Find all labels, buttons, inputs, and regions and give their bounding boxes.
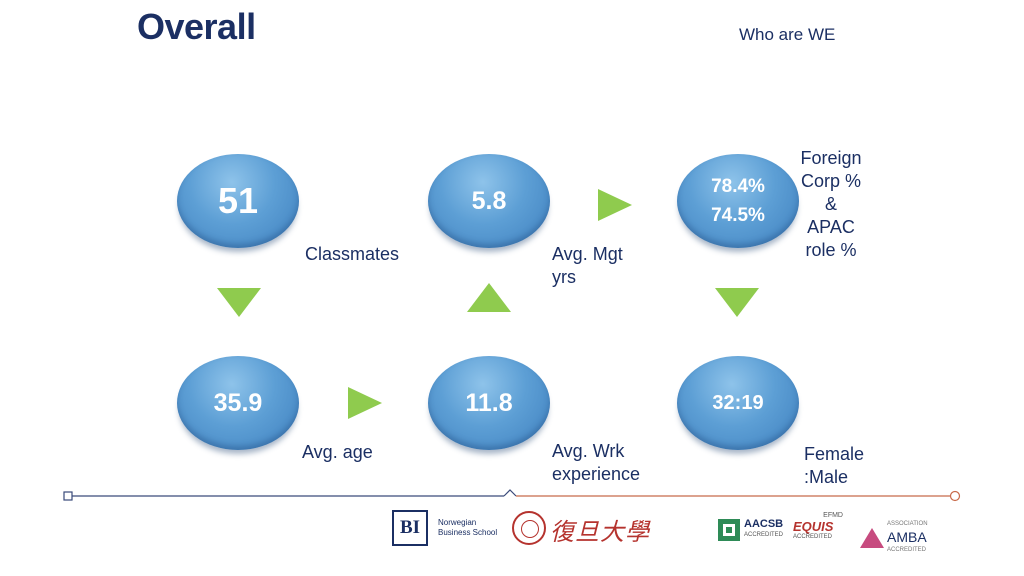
amba-name: AMBA xyxy=(887,529,927,545)
timeline-start-icon xyxy=(63,491,73,501)
stat-label-female-male: Female :Male xyxy=(804,443,864,489)
timeline-notch xyxy=(503,489,517,497)
timeline-end-icon xyxy=(949,490,961,502)
label-line: Female xyxy=(804,444,865,464)
fudan-seal-icon xyxy=(512,511,546,545)
label-line: Avg. Wrk xyxy=(552,441,625,461)
stat-label-classmates: Classmates xyxy=(305,244,400,264)
arrow-down-icon xyxy=(217,288,261,317)
equis-logo: EFMD EQUIS ACCREDITED xyxy=(793,512,843,548)
page-subtitle: Who are WE xyxy=(739,25,836,44)
amba-icon xyxy=(860,527,884,548)
stat-circle-female-male: 32:19 xyxy=(677,356,799,450)
label-line: Foreign xyxy=(800,148,862,168)
stat-label-avg-age: Avg. age xyxy=(302,442,373,462)
stat-circle-foreign-corp-apac: 78.4% 74.5% xyxy=(677,154,799,248)
stat-value-avg-age: 35.9 xyxy=(213,388,263,417)
stat-circle-avg-mgt-yrs: 5.8 xyxy=(428,154,550,248)
label-line: APAC xyxy=(807,217,855,237)
label-line: Corp % xyxy=(800,171,862,191)
seal-inner-ring xyxy=(521,520,539,538)
stat-value-classmates: 51 xyxy=(217,180,259,221)
arrow-down-icon xyxy=(715,288,759,317)
arrow-up-icon xyxy=(467,283,511,312)
stat-value-avg-mgt-yrs: 5.8 xyxy=(471,186,507,215)
bi-logo-line1: Norwegian xyxy=(438,518,477,527)
stat-value-foreign-corp: 78.4% xyxy=(711,176,765,197)
stat-label-avg-wrk-experience: Avg. Wrk experience xyxy=(552,440,640,486)
arrow-right-icon xyxy=(598,189,632,221)
amba-text: ASSOCIATION AMBA ACCREDITED xyxy=(887,518,928,557)
aacsb-sub: ACCREDITED xyxy=(744,532,784,538)
bi-logo-line2: Business School xyxy=(438,528,498,537)
stat-circle-avg-wrk-experience: 11.8 xyxy=(428,356,550,450)
stat-value-female-male: 32:19 xyxy=(712,391,764,414)
stat-value-avg-wrk-experience: 11.8 xyxy=(465,388,513,417)
amba-logo: ASSOCIATION AMBA ACCREDITED xyxy=(860,518,928,557)
label-line: & xyxy=(824,194,837,214)
equis-sub: ACCREDITED xyxy=(793,534,833,540)
stat-label-avg-mgt-yrs: Avg. Mgt yrs xyxy=(552,244,623,287)
fudan-logo: 復旦大學 xyxy=(550,518,650,546)
label-line: role % xyxy=(805,240,857,260)
page-title: Overall xyxy=(137,6,256,47)
bi-logo-text: Norwegian Business School xyxy=(438,518,497,538)
aacsb-icon xyxy=(718,519,740,541)
stat-value-apac-role: 74.5% xyxy=(711,205,765,226)
stat-label-foreign-corp-apac: Foreign Corp % & APAC role % xyxy=(792,147,870,262)
aacsb-text: AACSB ACCREDITED xyxy=(744,519,783,541)
amba-sub: ACCREDITED xyxy=(887,547,927,553)
equis-name: EQUIS xyxy=(793,519,834,534)
equis-top: EFMD xyxy=(823,512,843,519)
arrow-right-icon xyxy=(348,387,382,419)
label-line: :Male xyxy=(804,467,849,487)
bi-logo: BI Norwegian Business School xyxy=(392,509,504,547)
stat-circle-avg-age: 35.9 xyxy=(177,356,299,450)
amba-top: ASSOCIATION xyxy=(887,521,928,527)
aacsb-logo: AACSB ACCREDITED xyxy=(718,519,783,541)
aacsb-name: AACSB xyxy=(744,518,784,530)
stat-circle-classmates: 51 xyxy=(177,154,299,248)
label-line: experience xyxy=(552,464,641,484)
bi-logo-mark: BI xyxy=(392,510,428,546)
